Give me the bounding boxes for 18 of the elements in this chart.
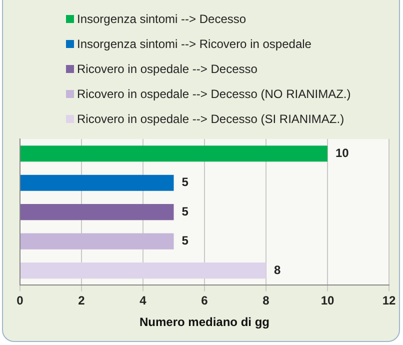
legend-label: Ricovero in ospedale --> Decesso (NO RIANIMAZ.) bbox=[77, 86, 351, 100]
legend-label: Ricovero in ospedale --> Decesso (SI RIANIMAZ.) bbox=[77, 112, 344, 126]
data-label: 10 bbox=[336, 146, 350, 160]
x-tick-label: 8 bbox=[262, 294, 270, 308]
legend-label: Insorgenza sintomi --> Ricovero in ospedale bbox=[77, 36, 312, 50]
data-label: 5 bbox=[182, 234, 189, 248]
data-label: 5 bbox=[182, 175, 189, 190]
legend-label: Ricovero in ospedale --> Decesso bbox=[77, 62, 258, 76]
x-tick-label: 0 bbox=[16, 294, 24, 308]
x-tick-label: 12 bbox=[382, 294, 396, 308]
data-label: 8 bbox=[274, 262, 281, 277]
x-tick-label: 6 bbox=[201, 294, 208, 308]
x-tick-label: 10 bbox=[320, 294, 334, 308]
x-tick-label: 2 bbox=[78, 294, 86, 308]
data-label: 5 bbox=[182, 204, 189, 218]
legend-label: Insorgenza sintomi --> Decesso bbox=[77, 12, 246, 26]
x-axis-title: Numero mediano di gg bbox=[139, 315, 270, 330]
x-tick-label: 4 bbox=[140, 294, 147, 308]
